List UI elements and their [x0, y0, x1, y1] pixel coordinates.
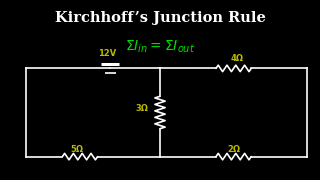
- Text: $\Sigma I_{in} = \Sigma I_{out}$: $\Sigma I_{in} = \Sigma I_{out}$: [125, 39, 195, 55]
- Text: 3Ω: 3Ω: [136, 104, 149, 113]
- Text: Kirchhoff’s Junction Rule: Kirchhoff’s Junction Rule: [55, 11, 265, 25]
- Text: 4Ω: 4Ω: [230, 54, 243, 63]
- Text: 2Ω: 2Ω: [227, 145, 240, 154]
- Text: 5Ω: 5Ω: [70, 145, 83, 154]
- Text: 12V: 12V: [98, 50, 116, 59]
